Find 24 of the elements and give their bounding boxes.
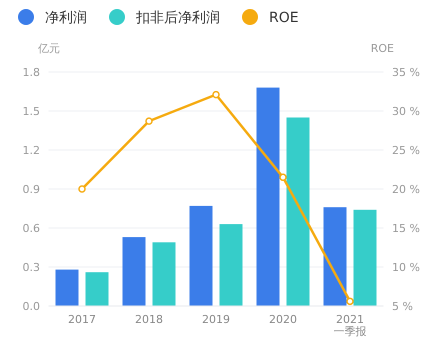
y-tick-label: 1.8 — [22, 66, 40, 79]
x-tick-label: 2020 — [269, 313, 297, 326]
x-tick-label: 2021 一季报 — [334, 313, 366, 338]
y-tick-label: 0.0 — [22, 300, 40, 313]
y-tick-label: 0.9 — [22, 183, 40, 196]
y2-tick-label: 5 % — [392, 300, 413, 313]
y-tick-label: 1.2 — [22, 144, 40, 157]
legend-label: ROE — [269, 10, 299, 26]
legend-label: 净利润 — [45, 10, 87, 26]
y2-tick-label: 10 % — [392, 261, 420, 274]
y-tick-label: 0.6 — [22, 222, 40, 235]
y-tick-label: 1.5 — [22, 105, 40, 118]
y2-axis-title: ROE — [370, 42, 394, 55]
y-axis-title: 亿元 — [37, 42, 60, 55]
y2-tick-label: 15 % — [392, 222, 420, 235]
y-tick-label: 0.3 — [22, 261, 40, 274]
y2-tick-label: 25 % — [392, 144, 420, 157]
y2-tick-label: 20 % — [392, 183, 420, 196]
x-tick-label: 2017 — [68, 313, 96, 326]
x-tick-label: 2018 — [135, 313, 163, 326]
legend-label: 扣非后净利润 — [135, 10, 220, 26]
y2-tick-label: 35 % — [392, 66, 420, 79]
y2-tick-label: 30 % — [392, 105, 420, 118]
x-tick-label: 2019 — [202, 313, 230, 326]
